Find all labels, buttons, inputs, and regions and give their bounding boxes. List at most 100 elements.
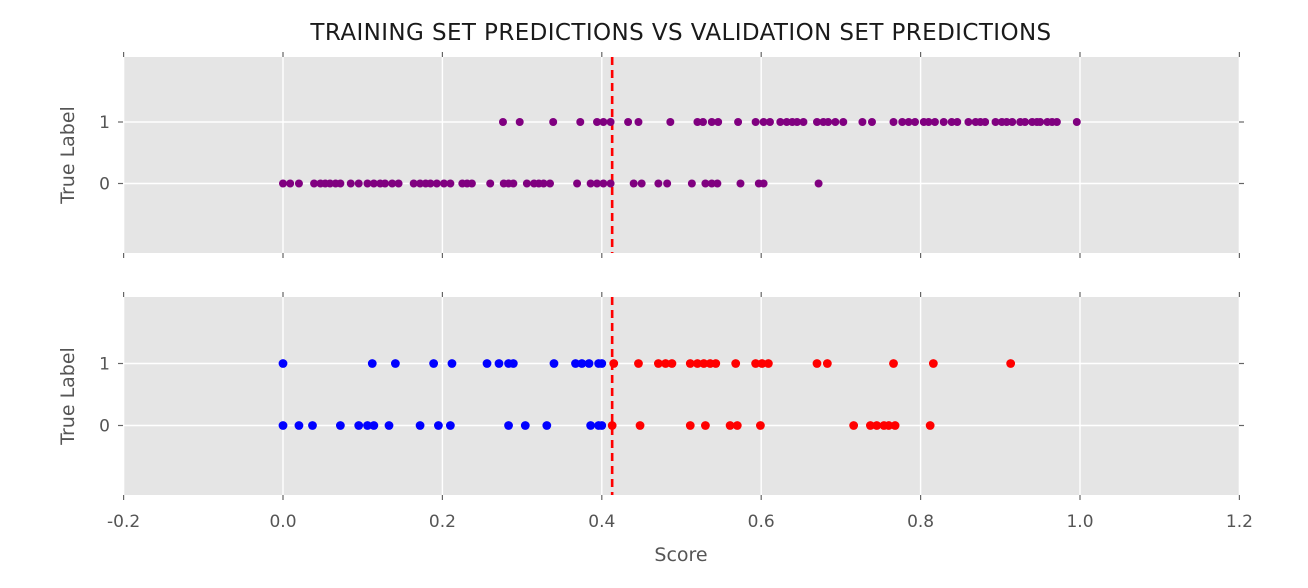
data-point-train-true-0	[369, 179, 378, 188]
data-point-train-true-0	[654, 179, 663, 188]
data-point-train-true-0	[354, 179, 363, 188]
data-point-val-true-1-above-threshold	[928, 359, 938, 368]
x-tick-label: 0.8	[907, 512, 934, 532]
data-point-train-true-1	[930, 118, 939, 126]
y-tick-label: 1	[99, 355, 110, 375]
data-point-train-true-0	[629, 179, 638, 188]
data-point-train-true-1	[1021, 118, 1030, 126]
data-point-val-true-0-above-threshold	[607, 421, 617, 430]
data-point-val-true-0-above-threshold	[701, 421, 710, 430]
data-point-train-true-1	[824, 118, 833, 126]
data-point-train-true-1	[1072, 118, 1081, 126]
data-point-val-true-1-above-threshold	[711, 359, 721, 368]
subplot-training: 10	[99, 52, 1244, 258]
data-point-train-true-1	[782, 118, 791, 126]
data-point-val-true-1-above-threshold	[699, 359, 709, 368]
data-point-train-true-1	[707, 118, 716, 126]
data-point-train-true-1	[981, 118, 990, 126]
data-point-train-true-1	[1002, 118, 1011, 126]
x-tick-label: 0.4	[588, 512, 615, 532]
data-point-train-true-0	[663, 179, 672, 188]
data-point-val-true-1-above-threshold	[661, 359, 670, 368]
data-point-val-true-0-above-threshold	[635, 421, 645, 430]
data-point-train-true-0	[593, 179, 602, 188]
x-axis-label: Score	[654, 544, 707, 566]
data-point-val-true-0-above-threshold	[925, 421, 935, 430]
data-point-train-true-1	[793, 118, 802, 126]
data-point-train-true-0	[486, 179, 495, 188]
data-point-train-true-1	[831, 118, 840, 126]
data-point-train-true-0	[326, 179, 335, 188]
data-point-train-true-0	[637, 179, 646, 188]
data-point-val-true-0-above-threshold	[685, 421, 695, 430]
data-point-val-true-0-above-threshold	[732, 421, 742, 430]
data-point-val-true-1-above-threshold	[812, 359, 822, 368]
x-tick-label: 0.0	[269, 512, 296, 532]
data-point-train-true-1	[889, 118, 898, 126]
data-point-val-true-1-below-threshold	[447, 359, 457, 368]
data-point-val-true-0-above-threshold	[890, 421, 900, 430]
chart-title: TRAINING SET PREDICTIONS VS VALIDATION S…	[309, 20, 1051, 46]
data-point-val-true-1-below-threshold	[577, 359, 587, 368]
data-point-val-true-1-below-threshold	[390, 359, 400, 368]
data-point-val-true-0-above-threshold	[756, 421, 765, 430]
data-point-val-true-1-above-threshold	[763, 359, 773, 368]
data-point-train-true-0	[394, 179, 403, 188]
data-point-val-true-1-below-threshold	[494, 359, 504, 368]
data-point-val-true-0-below-threshold	[354, 421, 364, 430]
x-tick-label: 1.2	[1226, 512, 1253, 532]
data-point-val-true-0-below-threshold	[415, 421, 425, 430]
data-point-val-true-0-below-threshold	[445, 421, 455, 430]
data-point-train-true-1	[939, 118, 948, 126]
data-point-val-true-0-below-threshold	[586, 421, 596, 430]
data-point-train-true-1	[624, 118, 633, 126]
data-point-train-true-0	[586, 179, 595, 188]
data-point-train-true-1	[693, 118, 702, 126]
plot-area	[123, 57, 1239, 253]
data-point-train-true-1	[599, 118, 608, 126]
data-point-val-true-1-above-threshold	[822, 359, 832, 368]
data-point-train-true-0	[409, 179, 418, 188]
data-point-val-true-1-below-threshold	[367, 359, 377, 368]
data-point-train-true-1	[765, 118, 774, 126]
data-point-train-true-1	[634, 118, 643, 126]
data-point-val-true-1-above-threshold	[667, 359, 677, 368]
data-point-val-true-0-below-threshold	[308, 421, 317, 430]
data-point-val-true-1-below-threshold	[278, 359, 288, 368]
data-point-train-true-0	[509, 179, 518, 188]
data-point-train-true-0	[310, 179, 319, 188]
data-point-train-true-0	[539, 179, 548, 188]
data-point-train-true-1	[606, 118, 615, 126]
data-point-val-true-1-below-threshold	[429, 359, 439, 368]
data-point-train-true-0	[446, 179, 455, 188]
data-point-train-true-1	[858, 118, 867, 126]
data-point-train-true-1	[799, 118, 808, 126]
data-point-val-true-1-below-threshold	[597, 359, 607, 368]
data-point-val-true-1-above-threshold	[685, 359, 695, 368]
data-point-train-true-0	[814, 179, 823, 188]
data-point-train-true-1	[759, 118, 768, 126]
data-point-train-true-0	[439, 179, 448, 188]
data-point-train-true-1	[1052, 118, 1061, 126]
data-point-val-true-0-below-threshold	[520, 421, 530, 430]
y-tick-label: 0	[99, 417, 110, 437]
data-point-val-true-1-above-threshold	[751, 359, 761, 368]
data-point-train-true-1	[751, 118, 760, 126]
x-tick-label: 0.6	[748, 512, 775, 532]
data-point-train-true-0	[381, 179, 390, 188]
data-point-train-true-0	[467, 179, 476, 188]
data-point-train-true-0	[336, 179, 345, 188]
x-tick-label: 0.2	[429, 512, 456, 532]
data-point-train-true-0	[573, 179, 582, 188]
data-point-val-true-0-below-threshold	[434, 421, 443, 430]
data-point-val-true-0-below-threshold	[335, 421, 345, 430]
data-point-train-true-0	[545, 179, 554, 188]
data-point-val-true-0-below-threshold	[363, 421, 372, 430]
data-point-train-true-1	[576, 118, 585, 126]
data-point-train-true-1	[734, 118, 743, 126]
data-point-val-true-1-below-threshold	[508, 359, 518, 368]
data-point-val-true-1-above-threshold	[693, 359, 702, 368]
data-point-train-true-0	[346, 179, 355, 188]
